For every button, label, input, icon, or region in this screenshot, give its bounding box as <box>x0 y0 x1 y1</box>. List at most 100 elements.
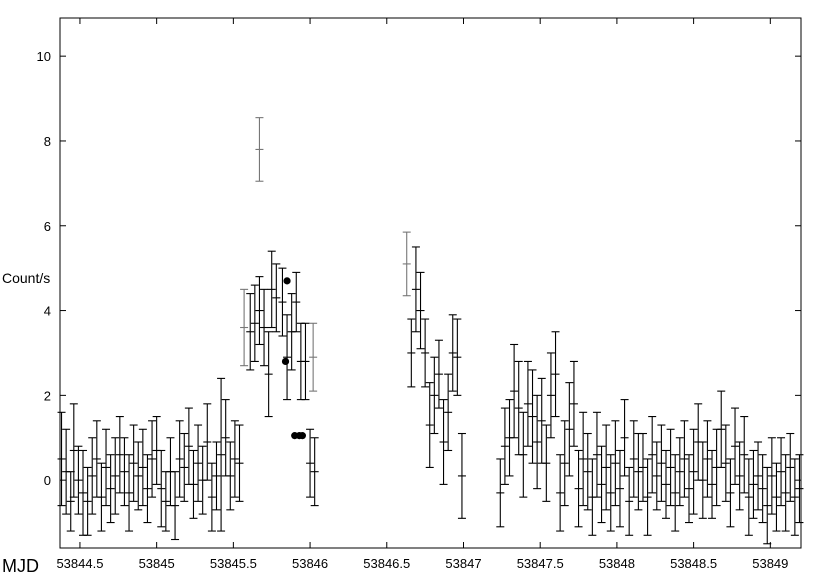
error-bar <box>735 441 744 511</box>
error-bar <box>556 454 565 532</box>
error-bar <box>175 420 184 498</box>
error-bar <box>230 420 239 498</box>
error-bar <box>264 331 273 418</box>
error-bar <box>754 441 763 511</box>
y-tick-label: 6 <box>44 219 51 234</box>
y-tick-label: 2 <box>44 388 51 403</box>
x-tick-label: 53847 <box>445 556 481 571</box>
error-bar <box>523 360 532 447</box>
x-tick-label: 53846 <box>292 556 328 571</box>
error-bar <box>180 432 189 502</box>
error-bar <box>278 267 287 337</box>
error-bar <box>615 449 624 528</box>
x-tick-label: 53847.5 <box>517 556 564 571</box>
x-tick-label: 53846.5 <box>363 556 410 571</box>
error-bar <box>726 458 735 528</box>
error-bar <box>790 458 799 536</box>
error-bar <box>444 373 453 452</box>
error-bar <box>546 352 555 439</box>
error-bar <box>671 454 680 532</box>
error-bar <box>781 454 790 532</box>
y-axis-title: Count/s <box>2 270 50 286</box>
y-tick-label: 8 <box>44 134 51 149</box>
error-bar <box>217 377 226 532</box>
error-bar <box>583 432 592 511</box>
error-bar <box>407 318 416 388</box>
error-bar <box>500 407 509 485</box>
error-bar <box>226 441 235 511</box>
error-bar <box>138 428 147 507</box>
error-bar <box>652 441 661 511</box>
error-bar <box>666 428 675 507</box>
error-bar <box>267 250 276 329</box>
error-bar <box>102 428 111 507</box>
error-bar <box>301 322 310 401</box>
error-bar <box>597 445 606 524</box>
error-bar <box>560 420 569 507</box>
error-bar <box>272 263 281 333</box>
error-bar <box>57 411 66 507</box>
error-bar <box>411 246 420 333</box>
error-bar <box>74 445 83 515</box>
error-bar <box>83 466 92 536</box>
y-tick-label: 10 <box>37 49 51 64</box>
error-bar <box>453 318 462 396</box>
error-bar <box>786 432 795 502</box>
error-bar <box>283 314 292 401</box>
error-bar <box>510 343 519 439</box>
error-bar <box>457 432 466 519</box>
error-bar <box>106 454 115 524</box>
error-bar <box>115 416 124 494</box>
error-bar <box>606 454 615 532</box>
error-bar <box>675 437 684 507</box>
error-bar <box>749 449 758 519</box>
error-bar <box>740 416 749 494</box>
error-bar <box>625 466 634 536</box>
error-bar <box>579 411 588 507</box>
error-bar <box>120 437 129 507</box>
error-bar <box>287 293 296 371</box>
error-bar <box>309 322 318 392</box>
y-ticks: 0 2 4 6 8 10 <box>37 49 801 488</box>
error-bar <box>689 428 698 515</box>
error-bar <box>189 449 198 519</box>
error-bar <box>588 458 597 536</box>
error-bar <box>194 424 203 502</box>
error-bar <box>97 462 106 532</box>
error-bar <box>434 339 443 409</box>
error-bar <box>134 441 143 511</box>
error-bar <box>542 424 551 502</box>
error-bar <box>680 420 689 498</box>
error-bar <box>514 360 523 456</box>
error-bar <box>611 420 620 507</box>
error-bar <box>250 284 259 362</box>
data-point <box>283 277 291 285</box>
error-bar <box>171 471 180 541</box>
error-bar <box>143 454 152 524</box>
error-bar <box>148 420 157 498</box>
error-bar <box>772 462 781 532</box>
error-bar <box>565 382 574 477</box>
x-tick-label: 53848.5 <box>670 556 717 571</box>
error-bar <box>620 399 629 477</box>
error-bar <box>717 390 726 468</box>
error-bar <box>129 424 138 502</box>
error-bar <box>152 416 161 485</box>
error-bar <box>439 399 448 485</box>
data-marks <box>57 117 804 545</box>
x-tick-label: 53845 <box>139 556 175 571</box>
error-bar <box>125 454 134 532</box>
error-bar <box>528 369 537 464</box>
error-bar <box>207 462 216 532</box>
error-bar <box>602 424 611 511</box>
error-bar <box>744 458 753 536</box>
error-bar <box>777 437 786 507</box>
error-bar <box>292 271 301 333</box>
error-bar <box>246 293 255 371</box>
error-bar <box>708 449 717 519</box>
error-bar <box>657 424 666 502</box>
error-bar <box>448 314 457 392</box>
error-bar <box>533 394 542 490</box>
error-bar <box>698 441 707 519</box>
